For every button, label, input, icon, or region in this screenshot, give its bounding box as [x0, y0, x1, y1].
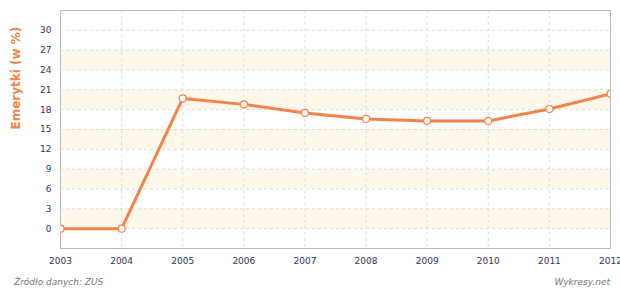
svg-text:Emerytki (w %): Emerytki (w %) — [9, 27, 23, 130]
svg-text:2003: 2003 — [49, 256, 72, 266]
svg-text:3: 3 — [46, 204, 52, 214]
svg-text:30: 30 — [40, 25, 52, 35]
svg-text:18: 18 — [40, 105, 52, 115]
svg-text:27: 27 — [40, 45, 51, 55]
svg-text:6: 6 — [46, 184, 52, 194]
svg-text:12: 12 — [40, 144, 51, 154]
svg-text:2012: 2012 — [599, 256, 620, 266]
svg-text:21: 21 — [40, 85, 51, 95]
svg-text:24: 24 — [40, 65, 52, 75]
svg-text:2006: 2006 — [232, 256, 255, 266]
svg-text:2011: 2011 — [538, 256, 561, 266]
html-text:Źródło danych: ZUS: Źródło danych: ZUS — [14, 277, 104, 287]
svg-text:0: 0 — [46, 224, 52, 234]
svg-text:2004: 2004 — [110, 256, 133, 266]
svg-text:9: 9 — [46, 164, 52, 174]
html-text:Wykresy.net: Wykresy.net — [554, 277, 610, 287]
svg-text:2005: 2005 — [171, 256, 194, 266]
svg-text:15: 15 — [40, 124, 51, 134]
svg-text:2007: 2007 — [293, 256, 316, 266]
svg-text:2009: 2009 — [416, 256, 439, 266]
svg-text:2010: 2010 — [477, 256, 500, 266]
svg-text:2008: 2008 — [355, 256, 378, 266]
